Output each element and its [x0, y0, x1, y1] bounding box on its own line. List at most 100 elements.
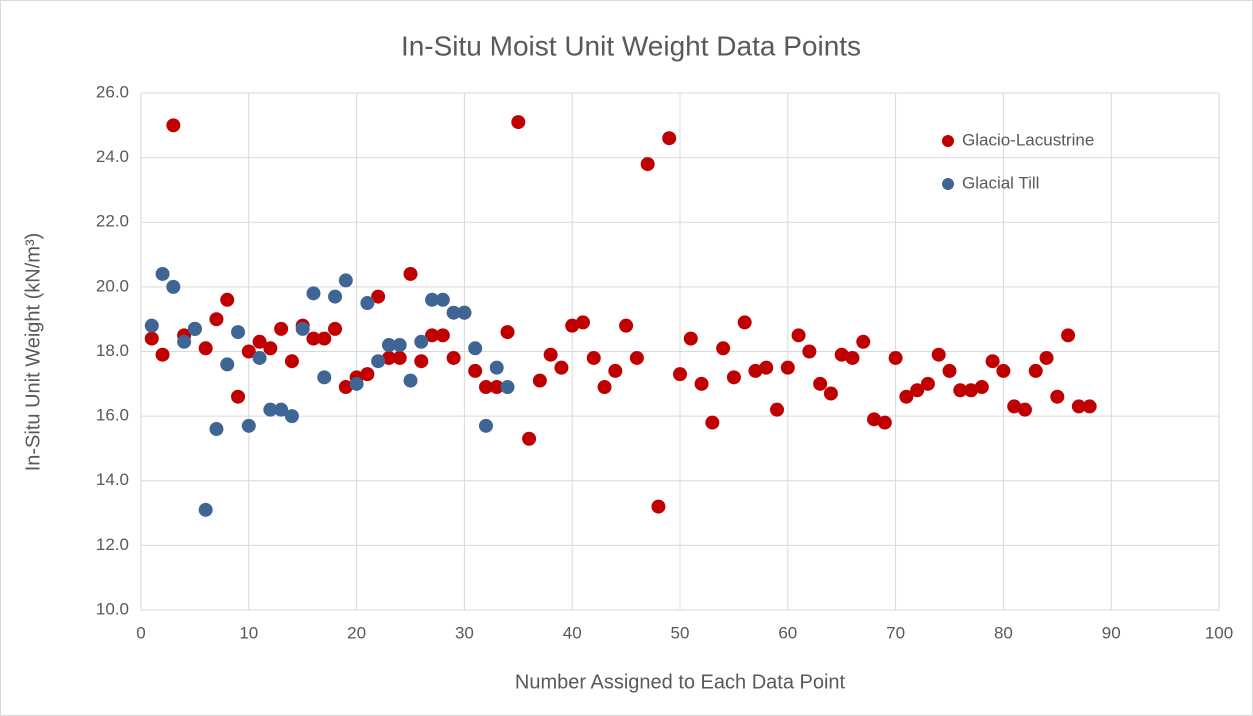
data-point — [306, 286, 321, 301]
x-tick-label: 30 — [455, 623, 474, 642]
data-point — [500, 325, 515, 340]
data-point — [565, 318, 580, 333]
x-tick-label: 60 — [778, 623, 797, 642]
data-point — [349, 376, 364, 391]
data-point — [144, 331, 159, 346]
data-point — [403, 373, 418, 388]
data-point — [791, 328, 806, 343]
data-point — [942, 363, 957, 378]
data-point — [964, 383, 979, 398]
data-point — [522, 431, 537, 446]
data-point — [284, 409, 299, 424]
data-point — [360, 296, 375, 311]
data-point — [392, 338, 407, 353]
data-point — [1061, 328, 1076, 343]
data-point — [381, 350, 396, 365]
data-point — [231, 389, 246, 404]
data-point — [759, 360, 774, 375]
data-point — [888, 350, 903, 365]
legend-label: Glacial Till — [962, 173, 1039, 192]
data-point — [931, 347, 946, 362]
chart-title: In-Situ Moist Unit Weight Data Points — [401, 30, 861, 61]
data-point — [834, 347, 849, 362]
data-point — [425, 328, 440, 343]
data-point — [511, 115, 526, 130]
data-point — [338, 273, 353, 288]
data-point — [144, 318, 159, 333]
data-point — [457, 305, 472, 320]
data-point — [953, 383, 968, 398]
legend-marker — [942, 178, 954, 190]
data-point — [166, 118, 181, 133]
data-point — [586, 350, 601, 365]
data-point — [877, 415, 892, 430]
data-point — [1082, 399, 1097, 414]
data-point — [187, 321, 202, 336]
data-point — [198, 502, 213, 517]
data-point — [295, 321, 310, 336]
data-point — [468, 341, 483, 356]
data-point — [489, 380, 504, 395]
data-point — [985, 354, 1000, 369]
data-point — [1017, 402, 1032, 417]
data-point — [716, 341, 731, 356]
y-tick-label: 26.0 — [96, 82, 129, 101]
data-point — [813, 376, 828, 391]
data-point — [241, 344, 256, 359]
data-point — [737, 315, 752, 330]
data-point — [1050, 389, 1065, 404]
x-tick-label: 10 — [239, 623, 258, 642]
data-point — [403, 266, 418, 281]
data-point — [209, 422, 224, 437]
data-point — [166, 279, 181, 294]
data-point — [651, 499, 666, 514]
data-point — [554, 360, 569, 375]
data-point — [1039, 350, 1054, 365]
data-point — [435, 292, 450, 307]
data-point — [974, 380, 989, 395]
data-point — [177, 334, 192, 349]
data-point — [252, 350, 267, 365]
data-point — [381, 338, 396, 353]
data-point — [597, 380, 612, 395]
data-point — [489, 360, 504, 375]
data-point — [446, 350, 461, 365]
data-point — [705, 415, 720, 430]
data-point — [252, 334, 267, 349]
y-axis-label: In-Situ Unit Weight (kN/m³) — [22, 233, 44, 472]
data-point — [619, 318, 634, 333]
x-axis-label: Number Assigned to Each Data Point — [515, 671, 846, 693]
data-point — [209, 312, 224, 327]
data-point — [770, 402, 785, 417]
data-point — [220, 292, 235, 307]
data-point — [435, 328, 450, 343]
data-point — [920, 376, 935, 391]
data-point — [1028, 363, 1043, 378]
x-tick-label: 50 — [671, 623, 690, 642]
data-point — [726, 370, 741, 385]
data-point — [468, 363, 483, 378]
data-point — [338, 380, 353, 395]
data-point — [500, 380, 515, 395]
data-point — [220, 357, 235, 372]
y-tick-label: 18.0 — [96, 341, 129, 360]
data-point — [155, 266, 170, 281]
y-tick-label: 12.0 — [96, 535, 129, 554]
data-point — [231, 325, 246, 340]
data-point — [867, 412, 882, 427]
data-point — [306, 331, 321, 346]
data-point — [910, 383, 925, 398]
x-tick-label: 20 — [347, 623, 366, 642]
data-point — [575, 315, 590, 330]
data-point — [640, 157, 655, 172]
data-point — [360, 367, 375, 382]
data-point — [155, 347, 170, 362]
data-point — [241, 418, 256, 433]
y-tick-label: 16.0 — [96, 406, 129, 425]
y-tick-label: 14.0 — [96, 470, 129, 489]
y-tick-label: 22.0 — [96, 212, 129, 231]
data-point — [425, 292, 440, 307]
data-point — [802, 344, 817, 359]
legend-label: Glacio-Lacustrine — [962, 130, 1094, 149]
